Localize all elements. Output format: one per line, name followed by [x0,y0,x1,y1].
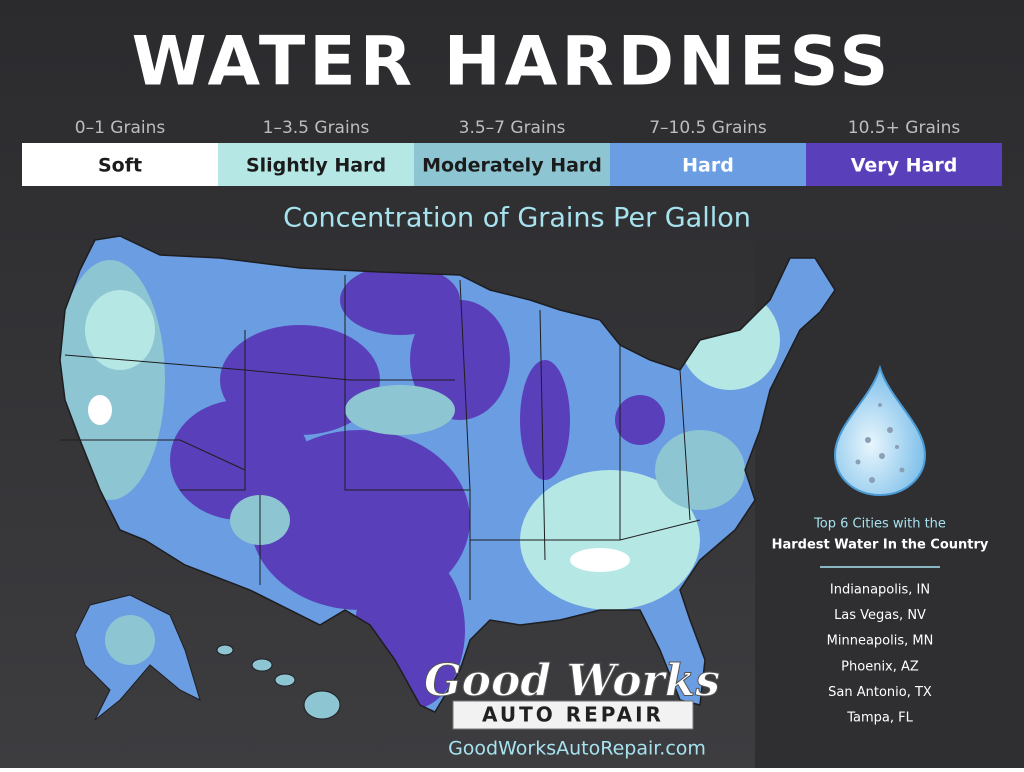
sidebar-heading: Hardest Water In the Country [772,538,989,553]
brand-tagline: AUTO REPAIR [482,703,664,727]
state-lines [60,275,701,600]
legend-range: 7–10.5 Grains [649,118,767,138]
legend-swatch [414,143,610,186]
legend-range: 10.5+ Grains [848,118,961,138]
map-region [88,395,112,425]
map-region [570,548,630,572]
legend-label: Very Hard [851,155,958,177]
legend-range: 0–1 Grains [75,118,166,138]
city: Tampa, FL [846,711,913,726]
map-region [655,430,745,510]
legend-label: Soft [98,155,142,177]
map-region [345,385,455,435]
city: San Antonio, TX [828,685,932,700]
sidebar-heading: Top 6 Cities with the [813,517,946,532]
legend: 0–1 Grains Soft 1–3.5 Grains Slightly Hard 3… [22,118,1002,186]
map-region [105,615,155,665]
city-list: Indianapolis, IN Las Vegas, NV Minneapolis… [827,583,934,726]
legend-swatch [218,143,414,186]
us-map [59,235,836,721]
city: Phoenix, AZ [841,659,919,674]
city: Minneapolis, MN [827,634,934,649]
map-outline [59,235,836,713]
water-drop [833,364,927,497]
hawaii [216,644,341,720]
map-region [410,300,510,420]
city: Las Vegas, NV [834,608,926,623]
title: WATER HARDNESS [132,23,893,102]
legend-swatch [806,143,1002,186]
legend-range: 3.5–7 Grains [459,118,566,138]
legend-swatch [22,143,218,186]
map-region [615,395,665,445]
legend-label: Moderately Hard [422,155,602,177]
city: Indianapolis, IN [830,583,930,598]
legend-range: 1–3.5 Grains [263,118,370,138]
legend-label: Hard [682,155,734,177]
brand-box [452,700,694,730]
map-region [520,360,570,480]
brand-url: GoodWorksAutoRepair.com [448,738,706,760]
legend-swatch [610,143,806,186]
brand-name: Good Works [424,656,720,707]
map-region [85,290,155,370]
subtitle: Concentration of Grains Per Gallon [283,203,751,234]
legend-label: Slightly Hard [246,155,386,177]
